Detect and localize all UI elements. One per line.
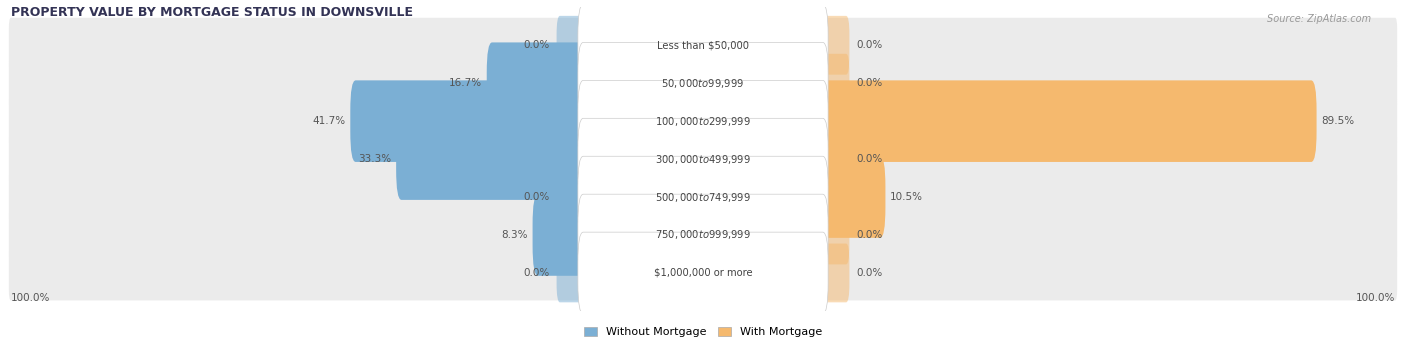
Text: 0.0%: 0.0% <box>856 230 883 240</box>
Text: Less than $50,000: Less than $50,000 <box>657 40 749 50</box>
FancyBboxPatch shape <box>8 18 1398 73</box>
Text: 16.7%: 16.7% <box>449 78 482 88</box>
Text: 8.3%: 8.3% <box>502 230 527 240</box>
FancyBboxPatch shape <box>8 169 1398 225</box>
FancyBboxPatch shape <box>8 56 1398 111</box>
FancyBboxPatch shape <box>396 118 589 200</box>
Text: 33.3%: 33.3% <box>359 154 391 164</box>
FancyBboxPatch shape <box>820 16 849 75</box>
Text: 0.0%: 0.0% <box>856 78 883 88</box>
FancyBboxPatch shape <box>820 206 849 264</box>
Text: 0.0%: 0.0% <box>523 192 550 202</box>
Text: 0.0%: 0.0% <box>856 154 883 164</box>
Text: 100.0%: 100.0% <box>11 293 51 302</box>
FancyBboxPatch shape <box>557 243 586 302</box>
FancyBboxPatch shape <box>8 246 1398 300</box>
Text: $100,000 to $299,999: $100,000 to $299,999 <box>655 115 751 128</box>
Legend: Without Mortgage, With Mortgage: Without Mortgage, With Mortgage <box>579 323 827 341</box>
FancyBboxPatch shape <box>8 207 1398 263</box>
FancyBboxPatch shape <box>557 168 586 226</box>
FancyBboxPatch shape <box>533 194 589 276</box>
FancyBboxPatch shape <box>820 243 849 302</box>
Text: PROPERTY VALUE BY MORTGAGE STATUS IN DOWNSVILLE: PROPERTY VALUE BY MORTGAGE STATUS IN DOW… <box>11 6 413 19</box>
Text: 10.5%: 10.5% <box>890 192 924 202</box>
FancyBboxPatch shape <box>557 16 586 75</box>
FancyBboxPatch shape <box>8 94 1398 149</box>
Text: 0.0%: 0.0% <box>523 268 550 278</box>
FancyBboxPatch shape <box>350 80 589 162</box>
FancyBboxPatch shape <box>578 4 828 86</box>
Text: $300,000 to $499,999: $300,000 to $499,999 <box>655 153 751 166</box>
Text: 41.7%: 41.7% <box>312 116 346 126</box>
Text: $50,000 to $99,999: $50,000 to $99,999 <box>661 77 745 90</box>
FancyBboxPatch shape <box>817 156 886 238</box>
FancyBboxPatch shape <box>578 80 828 162</box>
FancyBboxPatch shape <box>578 232 828 314</box>
Text: 0.0%: 0.0% <box>523 40 550 50</box>
FancyBboxPatch shape <box>578 156 828 238</box>
FancyBboxPatch shape <box>578 194 828 276</box>
Text: $500,000 to $749,999: $500,000 to $749,999 <box>655 191 751 204</box>
Text: 0.0%: 0.0% <box>856 268 883 278</box>
FancyBboxPatch shape <box>486 42 589 124</box>
Text: Source: ZipAtlas.com: Source: ZipAtlas.com <box>1267 14 1371 24</box>
FancyBboxPatch shape <box>578 42 828 124</box>
Text: 100.0%: 100.0% <box>1355 293 1395 302</box>
FancyBboxPatch shape <box>8 132 1398 187</box>
FancyBboxPatch shape <box>578 118 828 200</box>
FancyBboxPatch shape <box>820 54 849 113</box>
FancyBboxPatch shape <box>817 80 1316 162</box>
FancyBboxPatch shape <box>820 130 849 189</box>
Text: $750,000 to $999,999: $750,000 to $999,999 <box>655 228 751 241</box>
Text: 0.0%: 0.0% <box>856 40 883 50</box>
Text: $1,000,000 or more: $1,000,000 or more <box>654 268 752 278</box>
Text: 89.5%: 89.5% <box>1322 116 1354 126</box>
